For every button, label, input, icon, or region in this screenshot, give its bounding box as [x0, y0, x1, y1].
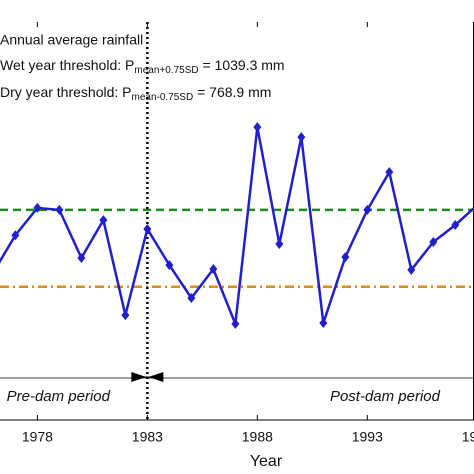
data-point	[209, 264, 218, 275]
x-tick-label: 1998	[462, 429, 474, 445]
x-axis-label: Year	[250, 453, 283, 470]
data-point	[341, 252, 350, 263]
data-point	[451, 219, 460, 230]
series-line	[0, 126, 474, 325]
data-point	[429, 237, 438, 248]
x-tick-label: 1988	[242, 429, 273, 445]
data-point	[187, 293, 196, 304]
data-point	[33, 202, 42, 213]
legend-text: Wet year threshold: P	[0, 57, 134, 73]
data-point	[231, 318, 240, 329]
legend-subscript: mean+0.75SD	[134, 65, 198, 76]
data-point	[77, 252, 86, 263]
legend-entry: Annual average rainfall	[0, 32, 143, 48]
data-point	[363, 204, 372, 215]
data-point	[385, 167, 394, 178]
data-point	[121, 310, 130, 321]
x-tick-label: 1993	[352, 429, 383, 445]
x-tick-label: 1983	[132, 429, 163, 445]
data-point	[165, 260, 174, 271]
period-arrow	[148, 372, 164, 382]
data-point	[407, 264, 416, 275]
data-point	[253, 122, 262, 133]
legend-entry: Dry year threshold: Pmean-0.75SD = 768.9…	[0, 84, 271, 103]
data-point	[55, 204, 64, 215]
data-point	[143, 223, 152, 234]
legend-text: Dry year threshold: P	[0, 84, 132, 100]
legend-subscript: mean-0.75SD	[132, 92, 194, 103]
data-point	[11, 230, 20, 241]
legend-text: = 768.9 mm	[193, 84, 271, 100]
data-point	[297, 132, 306, 143]
legend-entry: Wet year threshold: Pmean+0.75SD = 1039.…	[0, 57, 285, 76]
legend-text: = 1039.3 mm	[199, 57, 285, 73]
data-point	[319, 318, 328, 329]
data-point	[99, 215, 108, 226]
period-label: Post-dam period	[330, 388, 441, 405]
period-label: Pre-dam period	[7, 388, 111, 405]
data-point	[275, 239, 284, 250]
x-tick-label: 1978	[22, 429, 53, 445]
period-arrow	[131, 372, 147, 382]
